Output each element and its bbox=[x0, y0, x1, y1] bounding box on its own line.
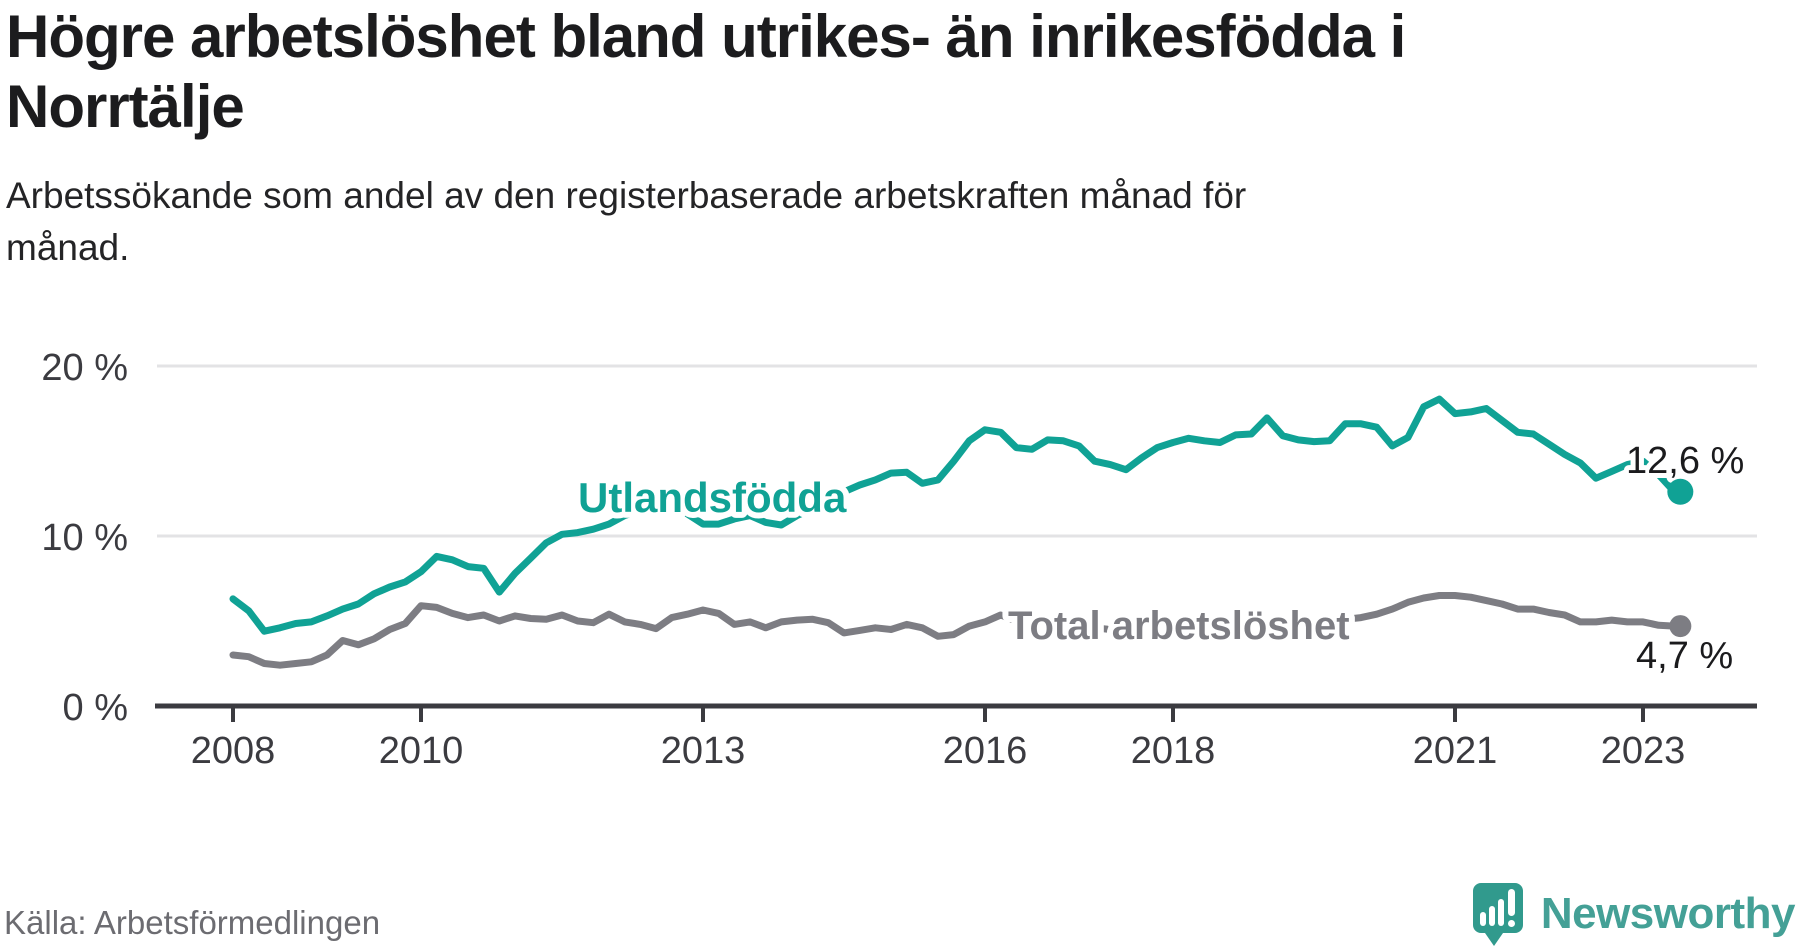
y-tick-label-0: 0 % bbox=[63, 687, 128, 729]
end-dot-total bbox=[1669, 615, 1692, 638]
x-tick-label-2016: 2016 bbox=[943, 730, 1028, 772]
y-tick-label-10: 10 % bbox=[41, 517, 128, 559]
series-label-utlandsfodda: Utlandsfödda bbox=[578, 474, 847, 521]
chart-subtitle: Arbetssökande som andel av den registerb… bbox=[6, 170, 1506, 274]
end-value-label-total: 4,7 % bbox=[1636, 635, 1733, 677]
newsworthy-logo-icon bbox=[1472, 883, 1523, 946]
end-dot-utlandsfodda bbox=[1667, 478, 1694, 505]
x-tick-label-2013: 2013 bbox=[661, 730, 746, 772]
logo-exclamation-dot bbox=[1507, 920, 1515, 927]
end-value-label-utlandsfodda: 12,6 % bbox=[1626, 440, 1744, 482]
x-tick-label-2010: 2010 bbox=[379, 730, 464, 772]
series-line-utlandsfodda bbox=[229, 395, 1678, 635]
logo-bar-3 bbox=[1497, 899, 1504, 926]
source-note: Källa: Arbetsförmedlingen bbox=[4, 904, 381, 941]
title-line-2: Norrtälje bbox=[6, 73, 245, 140]
logo-exclamation-bar bbox=[1507, 889, 1515, 916]
series-line-total bbox=[229, 592, 1678, 669]
newsworthy-wordmark: Newsworthy bbox=[1540, 889, 1796, 938]
title-line-1: Högre arbetslöshet bland utrikes- än inr… bbox=[6, 3, 1406, 70]
newsworthy-logo: Newsworthy bbox=[1471, 880, 1796, 948]
x-tick-label-2018: 2018 bbox=[1131, 730, 1216, 772]
page-title: Högre arbetslöshet bland utrikes- än inr… bbox=[6, 2, 1786, 142]
x-tick-label-2023: 2023 bbox=[1601, 730, 1686, 772]
x-tick-label-2008: 2008 bbox=[191, 730, 276, 772]
series-label-total: Total arbetslöshet bbox=[1008, 604, 1350, 648]
logo-bar-2 bbox=[1488, 906, 1495, 926]
subtitle-line-1: Arbetssökande som andel av den registerb… bbox=[6, 175, 1247, 216]
x-tick-label-2021: 2021 bbox=[1413, 730, 1498, 772]
y-tick-label-20: 20 % bbox=[41, 347, 128, 389]
logo-bar-1 bbox=[1479, 912, 1486, 926]
subtitle-line-2: månad. bbox=[6, 227, 130, 268]
